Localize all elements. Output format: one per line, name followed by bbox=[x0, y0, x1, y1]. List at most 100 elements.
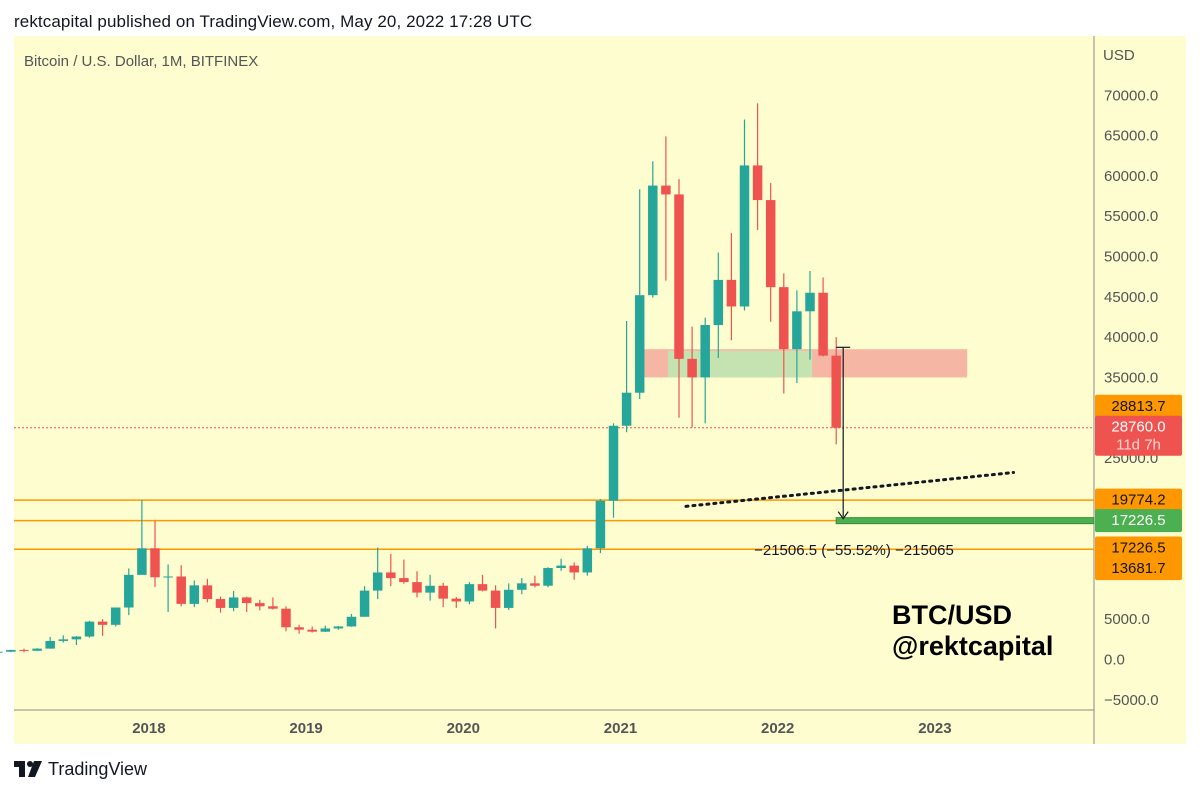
price-badge-current-countdown: 11d 7h bbox=[1116, 437, 1161, 454]
candle-body bbox=[713, 279, 724, 326]
support-level-line bbox=[835, 517, 1095, 525]
candle-body bbox=[543, 568, 553, 586]
candle-body bbox=[124, 574, 134, 608]
candle-body bbox=[372, 572, 383, 591]
candle-body bbox=[346, 616, 357, 627]
price-tick-label: −5000.0 bbox=[1104, 692, 1159, 709]
price-tick-label: 55000.0 bbox=[1104, 208, 1158, 225]
candle-body bbox=[818, 292, 828, 356]
candle-body bbox=[333, 626, 344, 629]
candle-body bbox=[32, 648, 42, 651]
candle-body bbox=[451, 598, 462, 602]
price-badge-support bbox=[1095, 509, 1182, 533]
candle-body bbox=[490, 590, 501, 608]
candle-body bbox=[477, 584, 488, 591]
price-badge-level bbox=[1095, 536, 1182, 560]
time-tick-label: 2021 bbox=[604, 720, 637, 737]
candle-body bbox=[84, 621, 95, 637]
candle-body bbox=[752, 165, 763, 201]
price-badge-level-text: 17226.5 bbox=[1111, 540, 1165, 557]
time-tick-label: 2018 bbox=[132, 720, 165, 737]
price-badge-orange bbox=[1095, 394, 1182, 418]
candle-body bbox=[202, 585, 213, 600]
price-axis-background bbox=[1094, 36, 1186, 744]
candle-body bbox=[582, 548, 593, 573]
measure-arrowhead bbox=[837, 511, 849, 520]
price-tick-label: 60000.0 bbox=[1104, 168, 1158, 185]
footer-brand: TradingView bbox=[48, 758, 148, 779]
time-tick-label: 2019 bbox=[289, 720, 322, 737]
price-badge-level bbox=[1095, 557, 1182, 581]
candle-body bbox=[150, 548, 160, 578]
candle-body bbox=[674, 194, 684, 359]
price-badge-orange-text: 28813.7 bbox=[1111, 398, 1165, 415]
tradingview-logo-icon bbox=[14, 761, 42, 777]
candle-body bbox=[189, 585, 200, 604]
candle-body bbox=[97, 621, 108, 625]
candle-body bbox=[241, 597, 252, 604]
candle-body bbox=[215, 599, 226, 608]
candle-body bbox=[438, 585, 448, 599]
candle-body bbox=[320, 628, 331, 632]
chart-title: Bitcoin / U.S. Dollar, 1M, BITFINEX bbox=[24, 53, 258, 70]
candle-body bbox=[831, 355, 841, 428]
price-tick-label: 5000.0 bbox=[1104, 611, 1150, 628]
publish-header: rektcapital published on TradingView.com… bbox=[14, 12, 533, 31]
price-badge-support-text: 17226.5 bbox=[1111, 512, 1165, 529]
candle-body bbox=[569, 565, 579, 573]
candle-body bbox=[386, 572, 396, 579]
candle-body bbox=[661, 185, 671, 195]
measure-label: −21506.5 (−55.52%) −215065 bbox=[754, 542, 954, 559]
candle-body bbox=[779, 287, 789, 350]
candle-body bbox=[530, 583, 540, 586]
candle-body bbox=[687, 358, 697, 378]
candle-body bbox=[608, 425, 619, 501]
watermark-author: @rektcapital bbox=[892, 631, 1054, 661]
price-badge-level-text: 19774.2 bbox=[1111, 492, 1165, 509]
price-tick-label: 70000.0 bbox=[1104, 87, 1158, 104]
price-badge-current-text: 28760.0 bbox=[1111, 419, 1165, 436]
candle-body bbox=[255, 603, 265, 607]
candle-body bbox=[58, 639, 69, 641]
price-tick-label: 50000.0 bbox=[1104, 249, 1158, 266]
price-badge-level bbox=[1095, 488, 1182, 512]
candle-body bbox=[805, 292, 815, 312]
watermark: BTC/USD @rektcapital bbox=[892, 600, 1053, 662]
price-tick-label: 45000.0 bbox=[1104, 289, 1158, 306]
price-tick-label: 40000.0 bbox=[1104, 329, 1158, 346]
candle-body bbox=[412, 582, 422, 593]
price-tick-label: 65000.0 bbox=[1104, 128, 1158, 145]
candle-body bbox=[359, 590, 370, 617]
candle-body bbox=[595, 500, 606, 549]
dotted-trendline bbox=[684, 471, 1015, 508]
candle-body bbox=[228, 597, 239, 608]
price-tick-label: 0.0 bbox=[1104, 652, 1125, 669]
candle-body bbox=[307, 629, 317, 632]
candle-body bbox=[163, 576, 173, 578]
candle-body bbox=[556, 565, 566, 569]
time-tick-label: 2022 bbox=[761, 720, 794, 737]
candle-body bbox=[517, 583, 527, 590]
candle-body bbox=[137, 548, 147, 575]
candle-body bbox=[0, 651, 3, 653]
chart-background bbox=[14, 36, 1094, 744]
candle-body bbox=[765, 200, 776, 288]
price-axis-currency: USD bbox=[1103, 47, 1135, 64]
footer: TradingView bbox=[14, 758, 147, 780]
candle-body bbox=[71, 636, 82, 640]
candle-body bbox=[110, 607, 121, 625]
candle-body bbox=[425, 585, 435, 593]
time-tick-label: 2023 bbox=[918, 720, 951, 737]
candle-body bbox=[792, 311, 802, 350]
candle-body bbox=[464, 584, 475, 602]
time-tick-label: 2020 bbox=[447, 720, 480, 737]
price-tick-label: 35000.0 bbox=[1104, 369, 1158, 386]
price-badge-level-text: 13681.7 bbox=[1111, 560, 1165, 577]
price-badge-current bbox=[1095, 415, 1182, 456]
candle-body bbox=[268, 606, 278, 609]
candle-body bbox=[648, 185, 658, 296]
candle-body bbox=[621, 392, 632, 426]
candle-body bbox=[634, 295, 645, 393]
candle-body bbox=[19, 649, 29, 651]
